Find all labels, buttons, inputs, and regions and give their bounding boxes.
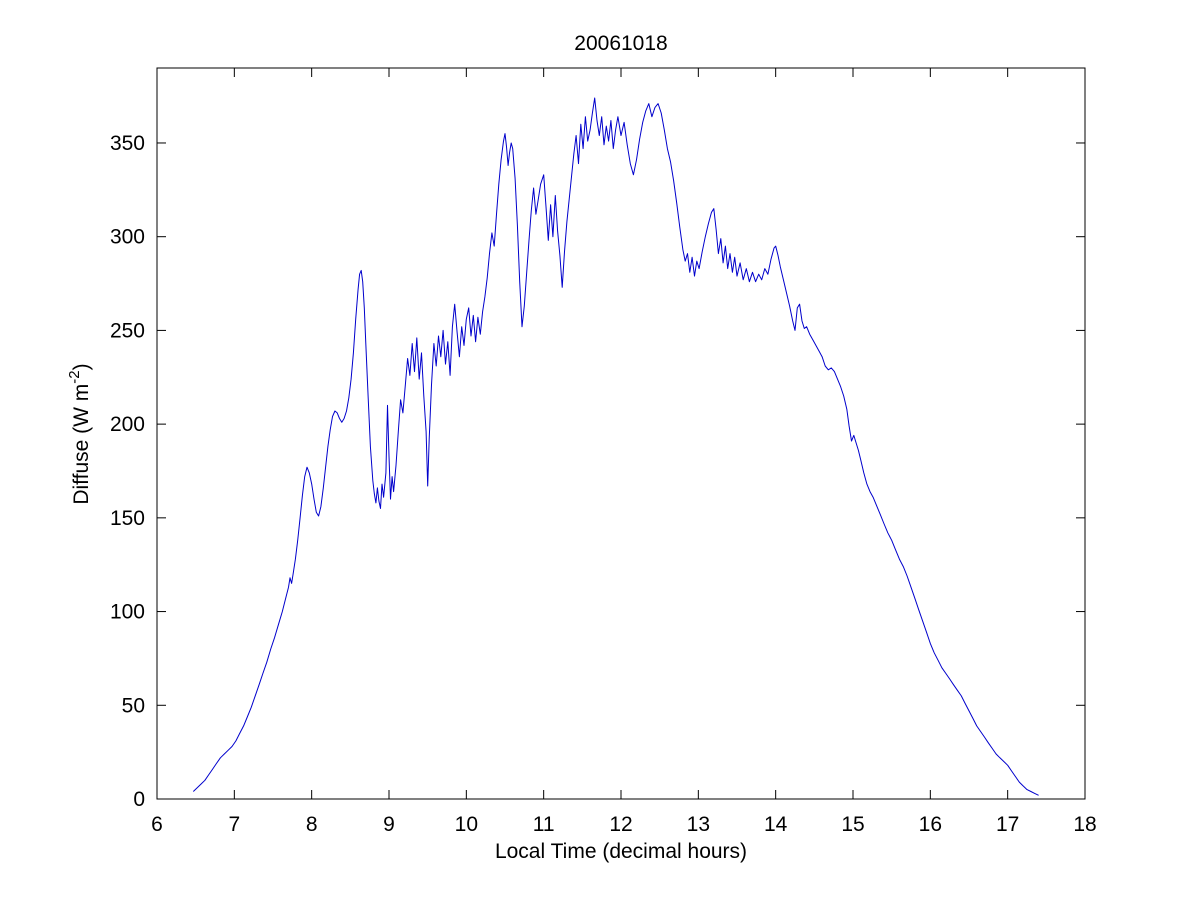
x-tick-label: 18 — [1073, 813, 1096, 836]
x-tick-label: 6 — [151, 813, 163, 836]
y-tick-label: 350 — [110, 132, 145, 155]
x-tick-label: 15 — [841, 813, 864, 836]
y-tick-label: 50 — [122, 694, 145, 717]
x-tick-label: 13 — [687, 813, 710, 836]
x-tick-label: 8 — [306, 813, 318, 836]
chart-title: 20061018 — [574, 32, 667, 55]
x-tick-label: 9 — [383, 813, 395, 836]
axes-box — [156, 67, 1086, 800]
x-tick-label: 16 — [919, 813, 942, 836]
y-tick-label: 0 — [133, 788, 145, 811]
x-axis-label: Local Time (decimal hours) — [495, 840, 747, 863]
y-tick-label: 150 — [110, 507, 145, 530]
data-line — [192, 97, 1039, 796]
x-tick-label: 14 — [764, 813, 788, 836]
y-axis-label: Diffuse (W m-2) — [66, 363, 93, 504]
x-tick-label: 7 — [228, 813, 240, 836]
y-tick-label: 250 — [110, 319, 145, 342]
x-tick-label: 17 — [996, 813, 1019, 836]
y-tick-label: 200 — [110, 413, 145, 436]
y-tick-label: 300 — [110, 226, 145, 249]
y-tick-label: 100 — [110, 601, 145, 624]
axis-ticks: 6 7 8 9 10 11 12 13 14 15 16 17 18 0 50 100 150 200 250 300… — [110, 68, 1097, 836]
x-tick-label: 10 — [455, 813, 478, 836]
x-tick-label: 11 — [533, 813, 555, 836]
plot-area — [192, 97, 1039, 796]
x-tick-label: 12 — [609, 813, 632, 836]
